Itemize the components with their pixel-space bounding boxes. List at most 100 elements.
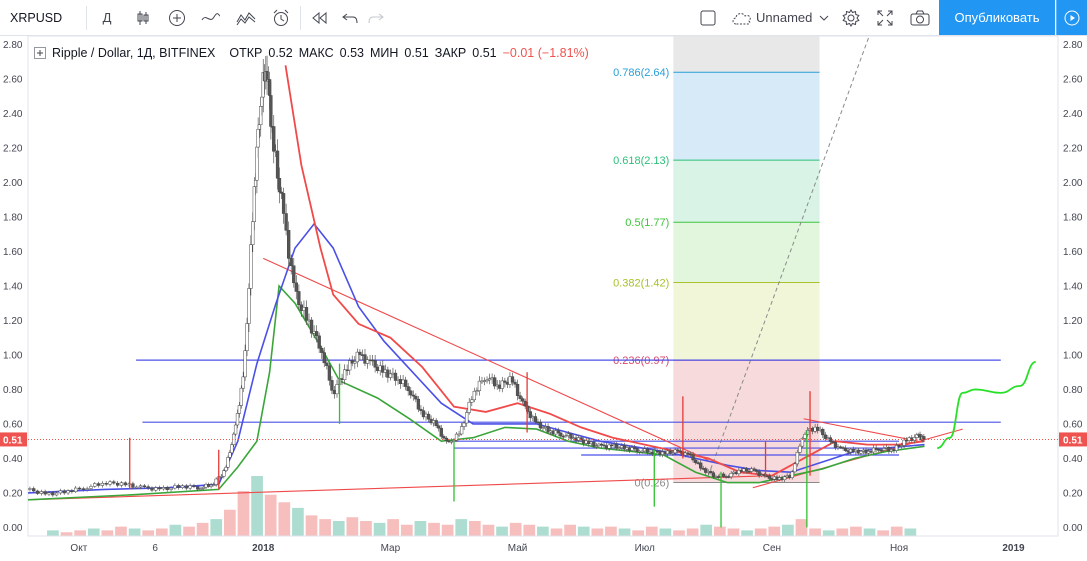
fib-level-label: 0.786(2.64) (613, 67, 669, 79)
candle-body (96, 483, 101, 486)
fib-level-label: 0.236(0.97) (613, 355, 669, 367)
candle-body (247, 288, 251, 324)
candle-body (894, 445, 899, 451)
candle-body (177, 485, 181, 488)
candle-body (277, 178, 282, 193)
chart-area[interactable]: 0.786(2.64) 0.618(2.13) 0.5(1.77) 0.382(1.4… (0, 23, 1087, 556)
candle-body (297, 291, 301, 306)
candle-body (592, 441, 596, 447)
compare-icon[interactable] (232, 0, 260, 35)
add-indicator-icon[interactable] (164, 0, 190, 35)
candle-body (673, 449, 677, 454)
volume-bar (387, 519, 400, 536)
candle-body (518, 395, 522, 399)
volume-bar (550, 528, 563, 536)
volume-bar (727, 528, 740, 536)
candle-body (243, 350, 247, 378)
candle-body (442, 436, 446, 439)
candle-body (493, 377, 497, 387)
candle-body (322, 352, 326, 364)
candle-body (457, 433, 461, 436)
candle-body (579, 437, 583, 441)
cloud-icon[interactable] (730, 0, 754, 35)
fib-level-label: 0(0.26) (634, 478, 669, 490)
volume-bar (577, 526, 590, 536)
candle-body (281, 193, 286, 214)
candle-body (224, 467, 228, 471)
trend-line[interactable] (803, 418, 919, 442)
fib-trend-dashed-line[interactable] (707, 23, 875, 476)
candles-icon[interactable] (130, 0, 156, 35)
publish-dropdown-button[interactable] (1056, 0, 1087, 35)
volume-bar (128, 528, 141, 536)
trend-line[interactable] (27, 475, 772, 501)
candle-body (93, 483, 97, 487)
volume-bar (47, 530, 59, 536)
volume-bar (795, 519, 808, 536)
fib-level-label: 0.382(1.42) (613, 278, 669, 290)
candle-body (500, 380, 504, 389)
price-chart[interactable]: 0.786(2.64) 0.618(2.13) 0.5(1.77) 0.382(1.4… (0, 23, 1087, 556)
candle-body (510, 376, 515, 383)
fullscreen-icon[interactable] (872, 0, 898, 35)
volume-bar (319, 519, 331, 536)
candle-body (237, 405, 242, 414)
publish-button[interactable]: Опубликовать (939, 0, 1055, 35)
candle-body (214, 478, 218, 485)
y-axis-tick-label-left: 2.00 (3, 178, 23, 189)
trend-line[interactable] (263, 257, 709, 461)
candle-body (513, 381, 517, 385)
candle-body (51, 492, 55, 496)
y-axis-tick-label-right: 1.40 (1063, 282, 1083, 293)
y-axis-tick-label-left: 1.80 (3, 213, 23, 224)
moving-average-blue (27, 222, 925, 494)
candle-body (414, 395, 418, 400)
symbol-search[interactable]: XRPUSD (10, 10, 63, 25)
candle-body (123, 482, 127, 486)
y-axis-tick-label-right: 2.00 (1063, 178, 1083, 189)
x-axis-tick-label: Сен (763, 543, 781, 554)
candle-body (729, 473, 733, 478)
y-axis-tick-label-left: 1.20 (3, 316, 23, 327)
candle-body (521, 398, 525, 402)
candle-body (421, 410, 426, 418)
candle-body (393, 372, 398, 381)
candle-body (249, 244, 253, 289)
toolbar-divider (86, 6, 87, 30)
select-all-checkbox[interactable] (696, 0, 720, 35)
candle-body (411, 394, 415, 397)
volume-bar (400, 524, 413, 536)
candle-body (782, 476, 787, 481)
settings-gear-icon[interactable] (838, 0, 864, 35)
y-axis-tick-label-left: 0.60 (3, 419, 23, 430)
camera-icon[interactable] (906, 0, 934, 35)
candle-body (201, 486, 206, 489)
candle-body (599, 443, 604, 446)
collapse-legend-icon[interactable] (34, 47, 46, 59)
undo-icon[interactable] (338, 0, 362, 35)
candle-body (289, 258, 293, 266)
alert-clock-icon[interactable] (268, 0, 294, 35)
indicators-icon[interactable] (198, 0, 224, 35)
legend-high-label: МАКС (298, 46, 334, 60)
candle-body (355, 351, 359, 363)
volume-bar (822, 530, 835, 536)
chevron-down-icon[interactable] (816, 0, 832, 35)
candle-body (564, 435, 568, 438)
candle-body (426, 413, 431, 420)
redo-icon[interactable] (364, 0, 388, 35)
y-axis-tick-label-left: 1.60 (3, 247, 23, 258)
candle-body (569, 433, 573, 439)
projection-path[interactable] (937, 360, 1037, 449)
candle-body (645, 448, 649, 453)
candle-body (43, 491, 47, 495)
replay-icon[interactable] (306, 0, 332, 35)
volume-bar (890, 526, 903, 536)
volume-bar (346, 517, 359, 536)
candle-body (388, 373, 393, 378)
layout-name[interactable]: Unnamed (756, 10, 813, 25)
interval-button[interactable]: Д (102, 10, 112, 25)
volume-bar (428, 522, 440, 536)
volume-bar (482, 524, 495, 536)
candle-body (754, 470, 759, 472)
